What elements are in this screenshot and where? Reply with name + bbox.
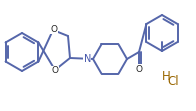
Text: Cl: Cl — [167, 74, 179, 87]
Text: O: O — [52, 66, 58, 75]
Text: O: O — [136, 64, 143, 73]
Text: H: H — [162, 69, 170, 82]
Text: O: O — [51, 25, 57, 34]
Text: N: N — [84, 54, 91, 64]
